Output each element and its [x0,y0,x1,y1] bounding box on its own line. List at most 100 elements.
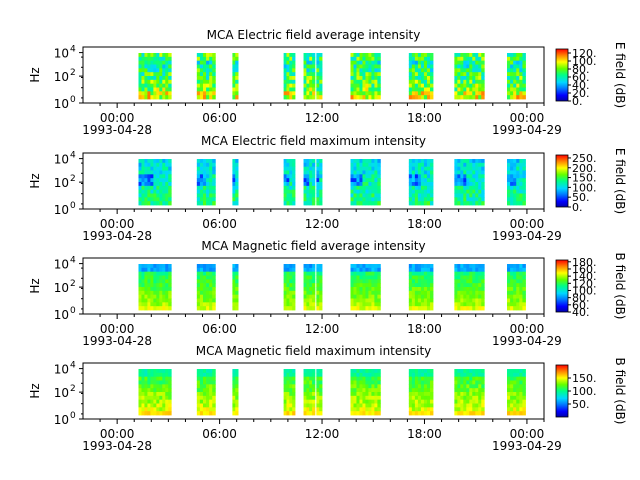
spectrogram-cell [292,302,296,307]
spectrogram-cell [319,283,323,288]
spectrogram-cell [466,72,470,77]
spectrogram-cell [469,287,473,292]
spectrogram-cell [411,384,416,389]
spectrogram-cell [423,275,428,280]
spectrogram-cell [350,376,354,381]
spectrogram-cell [522,290,526,296]
spectrogram-cell [235,399,239,404]
spectrogram-cell [144,369,148,374]
spectrogram-cell [153,76,157,81]
spectrogram-cell [147,174,151,179]
spectrogram-cell [159,53,163,58]
colorbar-tick-label: 150. [572,372,597,385]
spectrogram-cell [235,388,239,393]
spectrogram-cell [309,162,313,168]
spectrogram-cell [168,91,172,96]
spectrogram-cell [162,264,166,269]
spectrogram-cell [312,407,316,412]
spectrogram-cell [202,302,207,307]
spectrogram-cell [356,162,360,168]
spectrogram-cell [408,287,413,292]
spectrogram-cell [312,87,316,92]
spectrogram-cell [159,201,163,206]
spectrogram-cell [522,201,526,206]
spectrogram-cell [423,298,428,303]
spectrogram-cell [417,275,422,280]
spectrogram-cell [516,64,520,69]
spectrogram-cell [423,53,428,58]
spectrogram-cell [429,275,434,280]
spectrogram-cell [235,372,239,378]
spectrogram-cell [306,56,310,62]
spectrogram-cell [429,298,434,303]
spectrogram-cell [350,166,354,171]
spectrogram-cell [202,193,207,198]
spectrogram-cell [199,290,204,296]
spectrogram-cell [289,392,293,397]
spectrogram-cell [153,395,157,401]
spectrogram-cell [472,275,476,280]
spectrogram-cell [513,72,517,77]
spectrogram-cell [286,182,290,187]
spectrogram-cell [475,197,479,202]
spectrogram-cell [377,178,381,183]
spectrogram-cell [519,271,523,276]
spectrogram-cell [196,384,201,389]
spectrogram-cell [350,72,354,77]
spectrogram-cell [141,83,145,88]
spectrogram-cell [457,271,461,276]
spectrogram-cell [209,369,213,374]
spectrogram-cell [196,395,201,401]
colorbar-tick-label: 200. [572,162,597,175]
spectrogram-cell [368,56,372,62]
spectrogram-cell [159,302,163,307]
spectrogram-cell [212,87,216,92]
spectrogram-cell [481,271,485,276]
spectrogram-cell [368,79,372,85]
spectrogram-cell [316,392,320,397]
spectrogram-cell [510,294,514,299]
spectrogram-cell [286,197,290,202]
spectrogram-cell [463,162,467,168]
spectrogram-cell [199,53,204,58]
spectrogram-cell [408,411,413,416]
spectrogram-cell [153,380,157,385]
spectrogram-cell [306,87,310,92]
spectrogram-cell [469,298,473,303]
spectrogram-cell [472,76,476,81]
spectrogram-cell [466,302,470,307]
spectrogram-cell [202,372,207,378]
spectrogram-cell [144,290,148,296]
spectrogram-cell [303,182,307,187]
spectrogram-cell [162,60,166,65]
spectrogram-cell [147,87,151,92]
spectrogram-cell [309,279,313,284]
spectrogram-cell [202,264,207,269]
spectrogram-cell [463,388,467,393]
spectrogram-cell [353,411,357,416]
spectrogram-cell [507,159,511,164]
spectrogram-cell [481,388,485,393]
spectrogram-cell [147,95,151,100]
spectrogram-cell [168,403,172,408]
spectrogram-cell [165,372,169,378]
spectrogram-cell [141,388,145,393]
spectrogram-cell [423,185,428,191]
spectrogram-cell [212,302,216,307]
spectrogram-cell [371,287,375,292]
spectrogram-cell [454,279,458,284]
spectrogram-cell [283,376,287,381]
spectrogram-cell [420,369,425,374]
spectrogram-cell [303,376,307,381]
spectrogram-cell [414,384,419,389]
spectrogram-block [316,369,323,416]
spectrogram-cell [374,189,378,194]
spectrogram-cell [457,201,461,206]
spectrogram-cell [510,68,514,73]
spectrogram-cell [212,76,216,81]
spectrogram-cell [507,302,511,307]
spectrogram-cell [206,174,210,179]
spectrogram-cell [209,159,213,164]
spectrogram-cell [312,403,316,408]
